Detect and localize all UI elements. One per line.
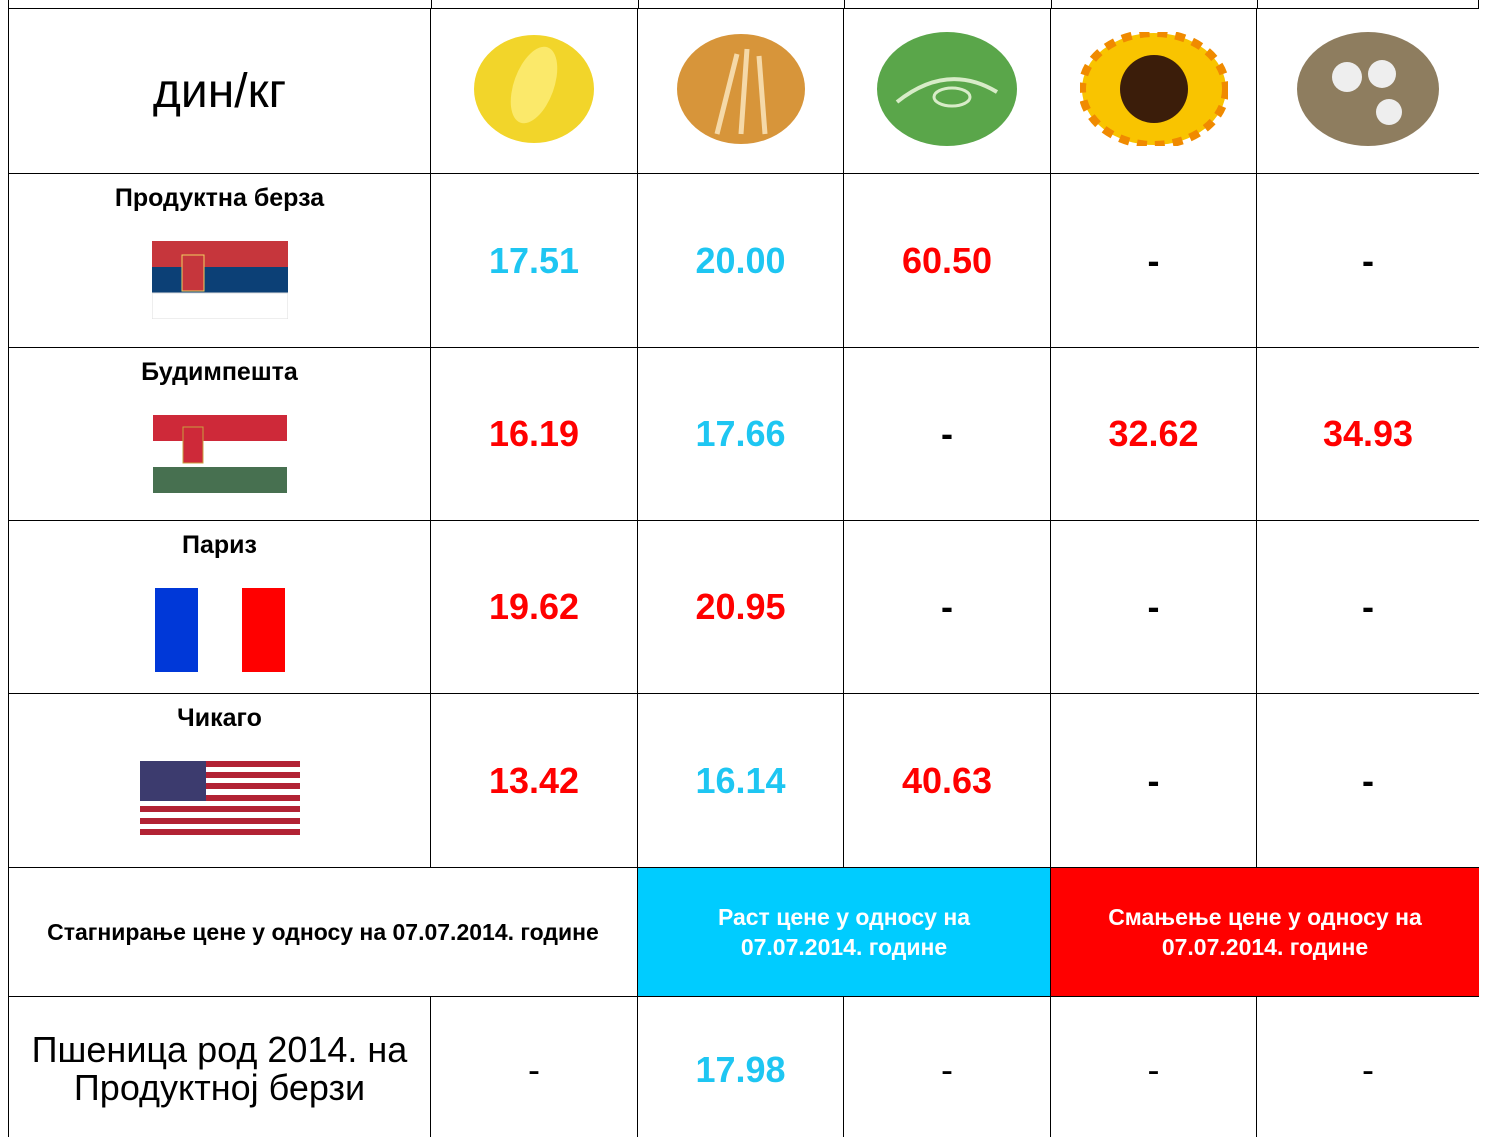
value: -: [844, 997, 1051, 1137]
value: -: [1051, 521, 1257, 694]
exchange: Чикаго: [9, 694, 431, 868]
value: 32.62: [1051, 348, 1257, 521]
value: 17.98: [638, 997, 844, 1137]
icon-cotton: [1257, 9, 1480, 174]
exchange-name: Продуктна берза: [9, 184, 430, 213]
value: 17.51: [431, 174, 638, 348]
table-wrap: дин/кг Продуктна берза 17.51 20.00 60.50…: [8, 0, 1479, 1137]
value: -: [844, 348, 1051, 521]
header-row: дин/кг: [9, 9, 1480, 174]
value: 16.14: [638, 694, 844, 868]
value: 13.42: [431, 694, 638, 868]
value: 20.95: [638, 521, 844, 694]
row: Продуктна берза 17.51 20.00 60.50 - -: [9, 174, 1480, 348]
value: -: [1257, 521, 1480, 694]
icon-sunflower: [1051, 9, 1257, 174]
value: -: [1051, 174, 1257, 348]
row: Чикаго 13.42 16.14 40.63 - -: [9, 694, 1480, 868]
value: 19.62: [431, 521, 638, 694]
legend-rise: Раст цене у односу на 07.07.2014. године: [638, 868, 1051, 997]
value: -: [1051, 997, 1257, 1137]
unit: дин/кг: [9, 9, 431, 174]
exchange-name: Будимпешта: [9, 358, 430, 387]
value: 20.00: [638, 174, 844, 348]
exchange: Будимпешта: [9, 348, 431, 521]
value: -: [844, 521, 1051, 694]
value: -: [1257, 694, 1480, 868]
icon-wheat: [638, 9, 844, 174]
exchange-name: Париз: [9, 531, 430, 560]
icon-corn: [431, 9, 638, 174]
value: -: [1051, 694, 1257, 868]
value: 17.66: [638, 348, 844, 521]
page: дин/кг Продуктна берза 17.51 20.00 60.50…: [0, 0, 1486, 1137]
exchange: Продуктна берза: [9, 174, 431, 348]
value: 40.63: [844, 694, 1051, 868]
value: -: [1257, 174, 1480, 348]
value: 60.50: [844, 174, 1051, 348]
icon-soy: [844, 9, 1051, 174]
row: Париз 19.62 20.95 - - -: [9, 521, 1480, 694]
footer-label: Пшеница род 2014. на Продуктној берзи: [9, 997, 431, 1137]
legend-fall: Смањење цене у односу на 07.07.2014. год…: [1051, 868, 1480, 997]
exchange: Париз: [9, 521, 431, 694]
value: 16.19: [431, 348, 638, 521]
exchange-name: Чикаго: [9, 704, 430, 733]
legend-stagnation: Стагнирање цене у односу на 07.07.2014. …: [9, 868, 638, 997]
top-border: [8, 0, 1479, 8]
value: -: [1257, 997, 1480, 1137]
value: 34.93: [1257, 348, 1480, 521]
footer-row: Пшеница род 2014. на Продуктној берзи - …: [9, 997, 1480, 1137]
row: Будимпешта 16.19 17.66 - 32.62 34.93: [9, 348, 1480, 521]
price-table: дин/кг Продуктна берза 17.51 20.00 60.50…: [8, 8, 1479, 1137]
legend-row: Стагнирање цене у односу на 07.07.2014. …: [9, 868, 1480, 997]
value: -: [431, 997, 638, 1137]
